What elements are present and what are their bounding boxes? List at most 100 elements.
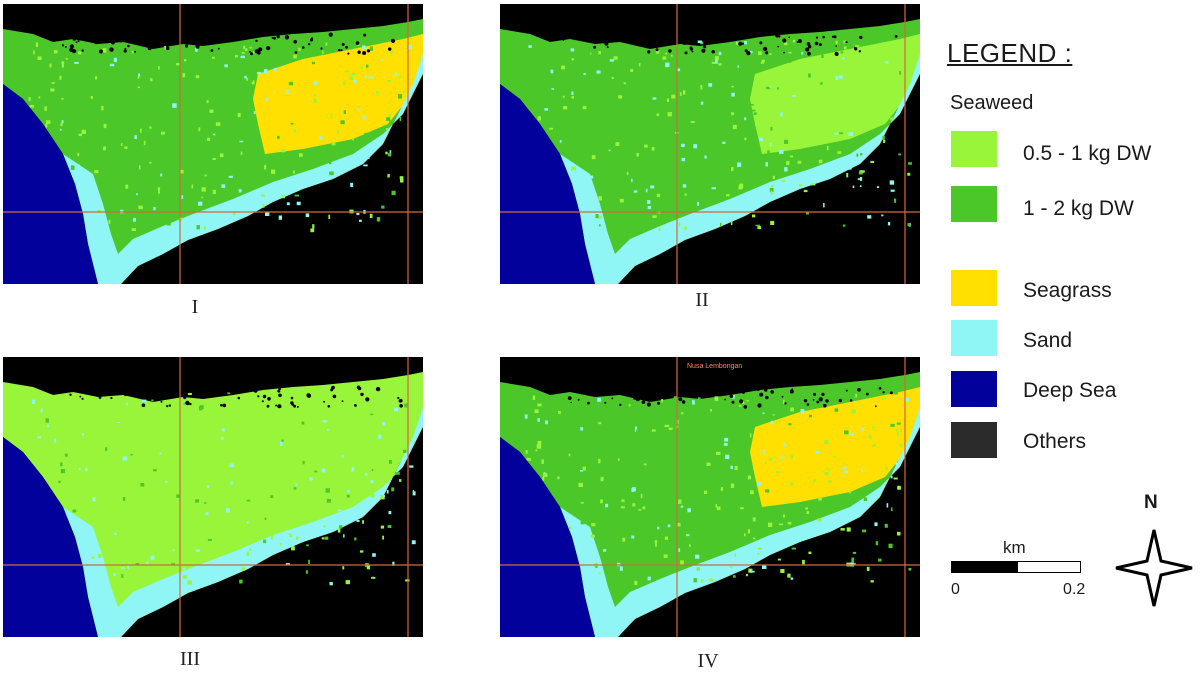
speckle xyxy=(147,521,151,525)
speckle xyxy=(718,63,722,66)
speckle xyxy=(842,57,845,60)
panel-label-1: I xyxy=(191,296,199,318)
others-dot xyxy=(71,390,74,393)
speckle xyxy=(105,519,109,522)
speckle xyxy=(542,476,545,481)
speckle xyxy=(56,409,61,412)
speckle xyxy=(370,413,374,416)
others-dot xyxy=(788,36,791,39)
speckle xyxy=(228,175,233,178)
speckle xyxy=(662,477,667,481)
speckle xyxy=(38,96,41,99)
speckle xyxy=(737,65,740,68)
legend-swatch-seaweed-high xyxy=(951,186,997,222)
speckle xyxy=(710,409,712,412)
speckle xyxy=(105,447,108,451)
speckle xyxy=(748,138,752,141)
speckle xyxy=(864,73,869,76)
speckle xyxy=(693,144,698,149)
speckle xyxy=(198,127,201,132)
speckle xyxy=(337,129,340,134)
speckle xyxy=(862,92,866,96)
speckle xyxy=(55,52,60,55)
speckle xyxy=(769,53,772,55)
speckle xyxy=(730,220,733,226)
others-dot xyxy=(589,37,592,40)
others-dot xyxy=(366,49,370,53)
speckle xyxy=(642,572,645,575)
speckle xyxy=(54,438,57,443)
speckle xyxy=(738,142,743,148)
speckle xyxy=(166,86,170,88)
speckle xyxy=(900,429,902,433)
speckle xyxy=(848,166,852,170)
speckle xyxy=(866,105,870,109)
speckle xyxy=(784,167,788,172)
speckle xyxy=(692,113,696,118)
speckle xyxy=(757,226,762,230)
others-dot xyxy=(604,41,609,46)
speckle xyxy=(890,423,895,427)
speckle xyxy=(116,527,119,532)
others-dot xyxy=(357,386,362,391)
others-dot xyxy=(257,395,260,398)
legend-label-sand: Sand xyxy=(1023,329,1073,352)
speckle xyxy=(61,120,64,124)
speckle xyxy=(135,563,140,566)
others-dot xyxy=(655,33,658,36)
speckle xyxy=(130,125,135,130)
speckle xyxy=(557,476,560,480)
speckle xyxy=(153,469,157,472)
speckle xyxy=(262,50,267,54)
speckle xyxy=(294,194,299,197)
speckle xyxy=(687,508,691,513)
speckle xyxy=(583,73,586,75)
speckle xyxy=(340,477,343,481)
others-dot xyxy=(593,45,597,49)
others-dot xyxy=(124,47,127,50)
others-dot xyxy=(746,51,751,56)
speckle xyxy=(680,505,684,508)
others-dot xyxy=(823,403,827,408)
speckle xyxy=(842,224,846,227)
speckle xyxy=(861,427,864,431)
speckle xyxy=(40,408,43,413)
speckle xyxy=(327,428,329,431)
others-dot xyxy=(765,51,769,55)
speckle xyxy=(545,420,548,425)
speckle xyxy=(666,98,669,102)
speckle xyxy=(159,462,162,467)
speckle xyxy=(94,571,97,574)
speckle xyxy=(651,554,654,558)
speckle xyxy=(399,176,404,180)
speckle xyxy=(131,228,136,231)
speckle xyxy=(799,184,802,187)
speckle xyxy=(127,564,129,569)
speckle xyxy=(319,136,323,140)
others-dot xyxy=(808,45,812,49)
speckle xyxy=(656,193,660,198)
others-dot xyxy=(641,400,646,404)
speckle xyxy=(765,162,768,167)
speckle xyxy=(293,129,297,133)
speckle xyxy=(278,522,282,527)
others-dot xyxy=(690,47,694,51)
speckle xyxy=(714,396,719,401)
place-name-label: Nusa Lembongan xyxy=(687,363,743,370)
speckle xyxy=(176,63,180,66)
speckle xyxy=(53,50,58,54)
speckle xyxy=(288,533,292,537)
others-dot xyxy=(682,41,687,45)
speckle xyxy=(326,498,331,503)
speckle xyxy=(698,397,701,400)
others-dots xyxy=(61,32,396,56)
speckle xyxy=(859,185,862,187)
speckle xyxy=(839,75,843,79)
speckle xyxy=(633,71,638,75)
speckle xyxy=(580,521,585,525)
legend-label-seaweed-high: 1 - 2 kg DW xyxy=(1023,197,1134,220)
speckle xyxy=(835,75,839,80)
speckle xyxy=(665,62,670,68)
speckle xyxy=(400,178,404,183)
speckle xyxy=(801,51,804,55)
